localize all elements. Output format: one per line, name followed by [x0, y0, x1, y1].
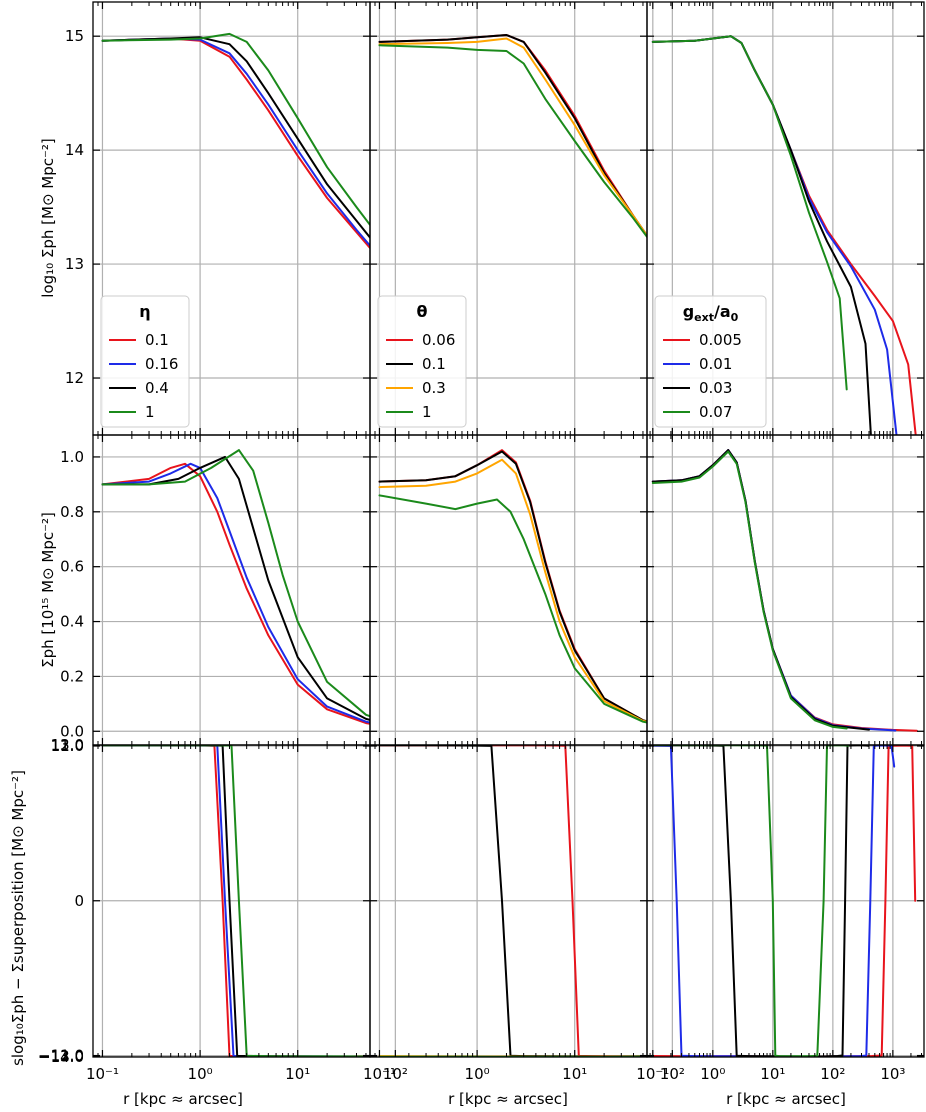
legend-entry-label: 0.16 — [145, 355, 178, 373]
ytick-label: 15 — [65, 27, 84, 45]
legend-title: η — [139, 302, 150, 321]
xtick-label: 10⁰ — [188, 1065, 213, 1083]
legend-entry-label: 0.01 — [699, 355, 732, 373]
series-layer — [101, 32, 918, 1057]
xlabel-col-2: r [kpc ≈ arcsec] — [726, 1090, 846, 1108]
legend-entry-label: 0.07 — [699, 403, 732, 421]
legend-entry-label: 1 — [422, 403, 432, 421]
series-line-r0-c0-red — [101, 37, 370, 250]
xtick-label: 10⁻¹ — [86, 1065, 119, 1083]
xtick-label: 10² — [820, 1065, 845, 1083]
legend-title: θ — [417, 302, 428, 321]
xtick-label: 10¹ — [760, 1065, 785, 1083]
xtick-label: 10² — [660, 1065, 685, 1083]
ytick-label: 13.0 — [51, 736, 84, 754]
ytick-label: 1.0 — [60, 448, 84, 466]
series-line-r1-c0-green — [101, 449, 370, 718]
ytick-label: 14 — [65, 141, 84, 159]
xtick-label: 10⁻¹ — [363, 1065, 396, 1083]
legend-box-0 — [100, 295, 190, 428]
series-line-r1-c0-red — [101, 462, 370, 725]
xtick-label: 10⁰ — [700, 1065, 725, 1083]
ytick-label: 0.2 — [60, 667, 84, 685]
series-line-r1-c0-black — [101, 455, 370, 721]
series-line-r0-c1-green — [378, 44, 647, 239]
series-line-r0-c1-orange — [378, 37, 647, 238]
legend-title: gext/a0 — [683, 302, 739, 324]
legend-box-2 — [654, 295, 767, 428]
ytick-label: 12 — [65, 369, 84, 387]
ytick-label: −12.0 — [38, 1047, 84, 1065]
series-line-r1-c1-orange — [378, 458, 647, 723]
legends-layer: η 0.1 0.16 0.4 1 θ 0.06 0.1 0.3 1 gext/a0 0.005 0.01… — [100, 295, 767, 428]
ytick-label: 13 — [65, 255, 84, 273]
legend-entry-label: 0.4 — [145, 379, 169, 397]
series-line-r0-c2-green — [651, 35, 848, 391]
frames-layer — [92, 1, 925, 1058]
ylabel-row-2: slog₁₀Σph − Σsuperposition [M⊙ Mpc⁻²] — [9, 770, 27, 1066]
legend-entry-label: 0.005 — [699, 331, 742, 349]
grid-layer — [93, 2, 924, 1058]
series-line-r1-c0-blue — [101, 462, 370, 724]
legend-entry-label: 0.06 — [422, 331, 455, 349]
xlabel-col-1: r [kpc ≈ arcsec] — [448, 1090, 568, 1108]
series-line-r0-c0-blue — [101, 37, 370, 248]
series-line-r1-c2-red — [651, 449, 918, 732]
series-line-r0-c0-green — [101, 32, 370, 227]
xtick-label: 10³ — [880, 1065, 905, 1083]
legend-entry-label: 0.1 — [422, 355, 446, 373]
series-line-r1-c2-green — [651, 450, 848, 730]
xlabel-col-0: r [kpc ≈ arcsec] — [123, 1090, 243, 1108]
ytick-label: −13.0 — [38, 1047, 84, 1065]
xtick-label: 10¹ — [285, 1065, 310, 1083]
legend-entry-label: 0.3 — [422, 379, 446, 397]
xtick-label: 10⁰ — [465, 1065, 490, 1083]
xtick-label: 10¹ — [562, 1065, 587, 1083]
panel-frame-r1-c2 — [646, 434, 925, 746]
ytick-label: 11.0 — [51, 737, 84, 755]
series-line-r1-c2-black — [651, 449, 870, 731]
ytick-label: 0.8 — [60, 503, 84, 521]
ytick-label: 0.6 — [60, 558, 84, 576]
legend-entry-label: 0.03 — [699, 379, 732, 397]
legend-entry-label: 0.1 — [145, 331, 169, 349]
ytick-label: −11.0 — [38, 1047, 84, 1065]
ylabel-row-1: Σph [10¹⁵ M⊙ Mpc⁻²] — [39, 512, 57, 668]
legend-entry-label: 1 — [145, 403, 155, 421]
ytick-label: 0.4 — [60, 613, 84, 631]
xtick-label: 10² — [383, 1065, 408, 1083]
series-line-r1-c2-blue — [651, 449, 897, 732]
series-line-r1-c1-green — [378, 494, 647, 724]
xtick-label: 10⁻¹ — [636, 1065, 669, 1083]
series-line-r1-c1-red — [378, 449, 647, 723]
ticks-layer: 12 13 14 15 0.0 0.2 0.4 0.6 0.8 1.0 13.012.011.0 0 −… — [38, 2, 924, 1083]
labels-layer: r [kpc ≈ arcsec] r [kpc ≈ arcsec] r [kpc… — [9, 138, 846, 1108]
series-line-r1-c1-black — [378, 450, 647, 723]
ytick-label: −14.0 — [38, 1048, 84, 1066]
ytick-label: 12.0 — [51, 737, 84, 755]
ylabel-row-0: log₁₀ Σph [M⊙ Mpc⁻²] — [39, 138, 57, 298]
ytick-label: 0.0 — [60, 722, 84, 740]
ytick-label: 0 — [74, 892, 84, 910]
legend-box-1 — [377, 295, 467, 428]
series-line-r0-c1-black — [378, 34, 647, 238]
